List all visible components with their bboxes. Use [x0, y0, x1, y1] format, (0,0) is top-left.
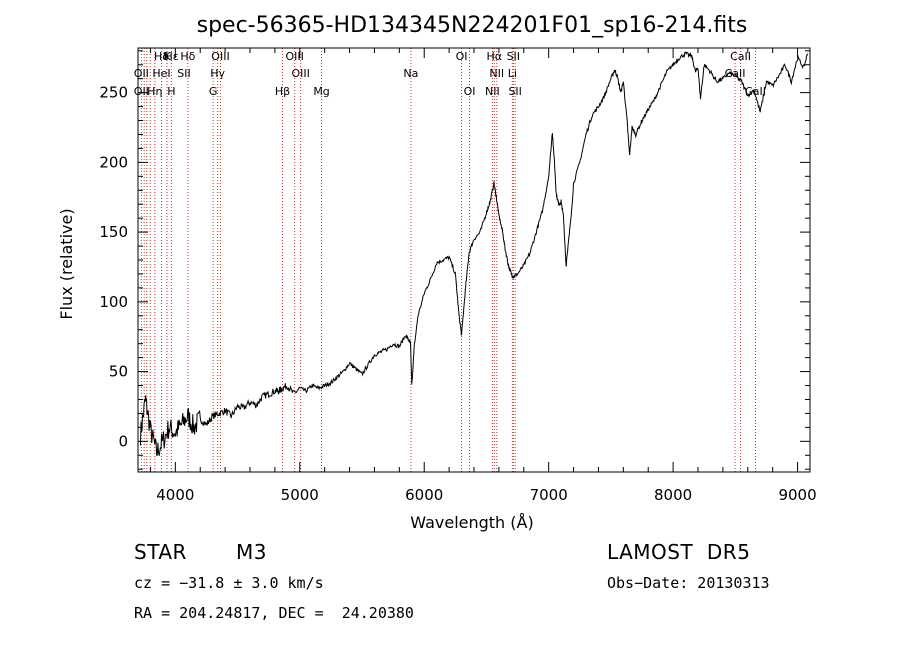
line-label: Na: [403, 67, 418, 80]
x-tick-label: 9000: [778, 486, 816, 504]
y-tick-label: 250: [99, 84, 128, 102]
x-tick-label: 6000: [405, 486, 443, 504]
line-label: G: [209, 85, 218, 98]
x-tick-label: 5000: [281, 486, 319, 504]
line-label: OI: [456, 50, 468, 63]
line-label: OIII: [291, 67, 309, 80]
line-label: OII: [134, 67, 149, 80]
line-label: Hδ: [154, 50, 169, 63]
line-label: CaII: [745, 85, 766, 98]
line-label: NII: [489, 67, 504, 80]
line-label: SII: [508, 85, 521, 98]
line-label: SII: [177, 67, 190, 80]
y-axis-label: Flux (relative): [57, 208, 76, 319]
y-tick-label: 150: [99, 223, 128, 241]
line-label: Mg: [313, 85, 329, 98]
line-label: Hγ: [210, 67, 225, 80]
redshift-velocity: cz = −31.8 ± 3.0 km/s: [134, 574, 324, 592]
plot-frame: [137, 47, 811, 473]
line-label: Hε: [164, 50, 178, 63]
object-subclass: M3: [236, 540, 267, 564]
x-axis-ticks: 4000 5000 6000 7000 8000 9000: [149, 48, 817, 504]
line-label: CaII: [730, 50, 751, 63]
line-label: CaII: [725, 67, 746, 80]
line-label: Li: [508, 67, 517, 80]
object-class: STAR: [134, 540, 187, 564]
line-label: Hδ: [180, 50, 195, 63]
line-label: Hα: [487, 50, 503, 63]
y-tick-label: 50: [109, 363, 128, 381]
survey-name: LAMOST DR5: [607, 540, 751, 564]
y-tick-label: 100: [99, 293, 128, 311]
y-tick-label: 200: [99, 153, 128, 171]
x-axis-label: Wavelength (Å): [410, 513, 533, 532]
line-label: Hη: [147, 85, 162, 98]
x-tick-label: 8000: [654, 486, 692, 504]
y-axis-ticks: 0 50 100 150 200 250: [99, 50, 810, 470]
line-label: Hβ: [275, 85, 290, 98]
x-tick-label: 7000: [530, 486, 568, 504]
observation-date: Obs−Date: 20130313: [607, 574, 770, 592]
line-label: H: [167, 85, 175, 98]
coordinates: RA = 204.24817, DEC = 24.20380: [134, 604, 414, 622]
chart-title: spec-56365-HD134345N224201F01_sp16-214.f…: [197, 13, 748, 38]
line-label: OIII: [211, 50, 229, 63]
x-tick-label: 4000: [156, 486, 194, 504]
line-label: K: [163, 50, 171, 63]
line-label: NII: [485, 85, 500, 98]
line-label: OIII: [285, 50, 303, 63]
line-label: SII: [507, 50, 520, 63]
line-label: HeI: [152, 67, 170, 80]
line-label: OI: [464, 85, 476, 98]
y-tick-label: 0: [118, 432, 128, 450]
spectrum-line: [140, 51, 808, 457]
